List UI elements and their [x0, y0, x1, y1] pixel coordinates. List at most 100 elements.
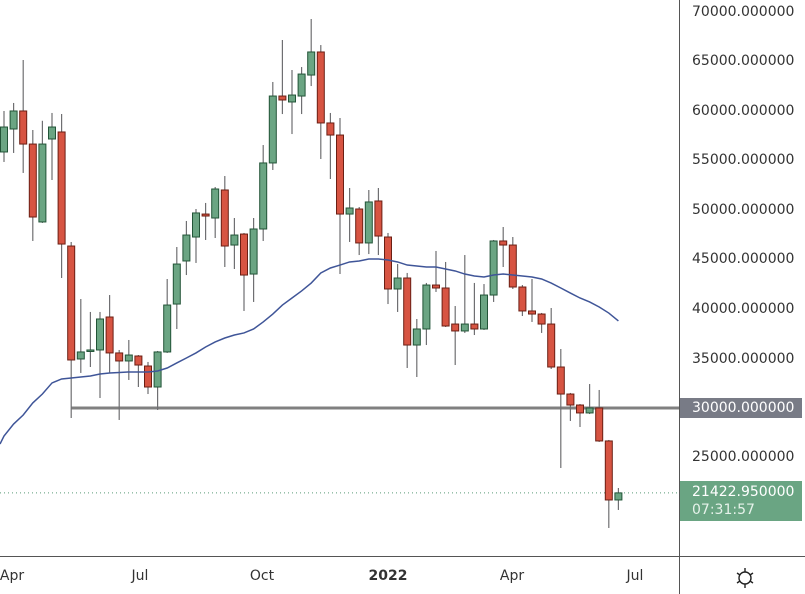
candle-body-down	[19, 110, 28, 145]
candle	[240, 232, 248, 311]
moving-average-line	[0, 258, 619, 445]
candle-body-up	[86, 349, 95, 352]
candle-body-down	[518, 286, 527, 312]
candle	[364, 189, 373, 255]
candle-body-up	[585, 407, 594, 414]
candle-body-down	[355, 208, 364, 244]
candle	[144, 361, 152, 395]
time-tick: Apr	[499, 568, 525, 584]
candle	[518, 285, 527, 317]
candle-body-up	[76, 351, 85, 360]
candle-body-up	[345, 207, 354, 215]
price-tick: 40000.000000	[692, 301, 795, 317]
candle	[528, 278, 536, 322]
candle	[115, 349, 124, 420]
candle-body-up	[364, 201, 373, 244]
level-price-tag: 30000.000000	[680, 398, 802, 418]
candle-body-down	[403, 277, 412, 346]
candle	[76, 298, 85, 373]
candle-body-down	[316, 51, 325, 124]
candle	[38, 120, 47, 223]
candlestick-plot[interactable]	[0, 0, 679, 556]
time-tick: Jul	[131, 568, 149, 584]
candle	[57, 114, 66, 278]
candle	[614, 487, 623, 510]
candle	[451, 306, 460, 366]
candle-body-down	[432, 284, 440, 289]
candle-body-up	[393, 277, 402, 290]
candle-body-down	[537, 313, 546, 325]
price-tick: 70000.000000	[692, 4, 795, 20]
candle-body-down	[384, 236, 392, 290]
candle	[604, 439, 613, 528]
candle-body-down	[134, 355, 143, 366]
time-tick: 2022	[368, 568, 408, 584]
candle-body-down	[528, 310, 536, 315]
time-tick: Oct	[249, 568, 275, 584]
candle-body-down	[144, 365, 152, 388]
candle-body-down	[576, 404, 584, 414]
candle-body-down	[336, 134, 344, 215]
last-price-value: 21422.950000	[692, 484, 795, 500]
price-tick: 50000.000000	[692, 202, 795, 218]
candle-body-down	[57, 131, 66, 245]
price-tick: 25000.000000	[692, 449, 795, 465]
candle	[124, 339, 133, 380]
candle	[393, 264, 402, 312]
price-tick: 45000.000000	[692, 251, 795, 267]
candle	[480, 284, 488, 330]
price-axis-divider	[679, 0, 680, 594]
candle-body-down	[604, 440, 613, 501]
candle-body-down	[566, 393, 575, 406]
candle	[460, 255, 469, 333]
candle	[19, 59, 28, 173]
candle	[9, 102, 18, 153]
last-price-tag: 21422.950000 07:31:57	[680, 481, 802, 521]
candle	[489, 239, 498, 302]
candle	[374, 188, 383, 256]
candle	[163, 278, 172, 353]
candle-body-down	[201, 213, 210, 217]
candle	[297, 67, 306, 115]
gear-icon[interactable]	[734, 567, 756, 589]
candle-body-down	[595, 407, 604, 442]
candle-body-up	[412, 328, 421, 346]
candle-body-up	[192, 212, 200, 238]
candle	[547, 307, 556, 369]
candle-body-down	[28, 143, 37, 218]
candle	[316, 45, 325, 159]
candle	[441, 261, 450, 328]
candle	[28, 129, 37, 241]
candle	[345, 188, 354, 242]
bar-countdown: 07:31:57	[692, 502, 755, 518]
candle-body-down	[278, 95, 287, 101]
candle-body-up	[297, 73, 306, 97]
candle	[508, 237, 517, 289]
price-tick: 60000.000000	[692, 103, 795, 119]
candle-body-up	[489, 240, 498, 296]
candle	[172, 247, 181, 329]
time-axis-divider	[0, 556, 805, 557]
price-tick: 55000.000000	[692, 152, 795, 168]
candle-body-down	[547, 323, 556, 368]
time-tick: Jul	[626, 568, 644, 584]
candle	[153, 350, 162, 410]
candle	[192, 208, 200, 263]
candle-body-down	[67, 245, 76, 361]
candle-body-up	[182, 234, 191, 262]
candle	[48, 112, 56, 180]
candle	[249, 218, 258, 302]
candle	[288, 69, 296, 135]
candle-body-up	[38, 143, 47, 223]
candle	[0, 110, 8, 162]
candle	[537, 312, 546, 333]
candle	[556, 348, 565, 468]
candle-body-down	[451, 323, 460, 332]
candle	[67, 241, 76, 418]
candle-body-down	[499, 240, 508, 246]
time-tick: Apr	[0, 568, 25, 584]
candle-body-up	[422, 284, 431, 330]
candle	[230, 218, 239, 269]
candle	[412, 318, 421, 378]
candle-body-up	[288, 94, 296, 103]
